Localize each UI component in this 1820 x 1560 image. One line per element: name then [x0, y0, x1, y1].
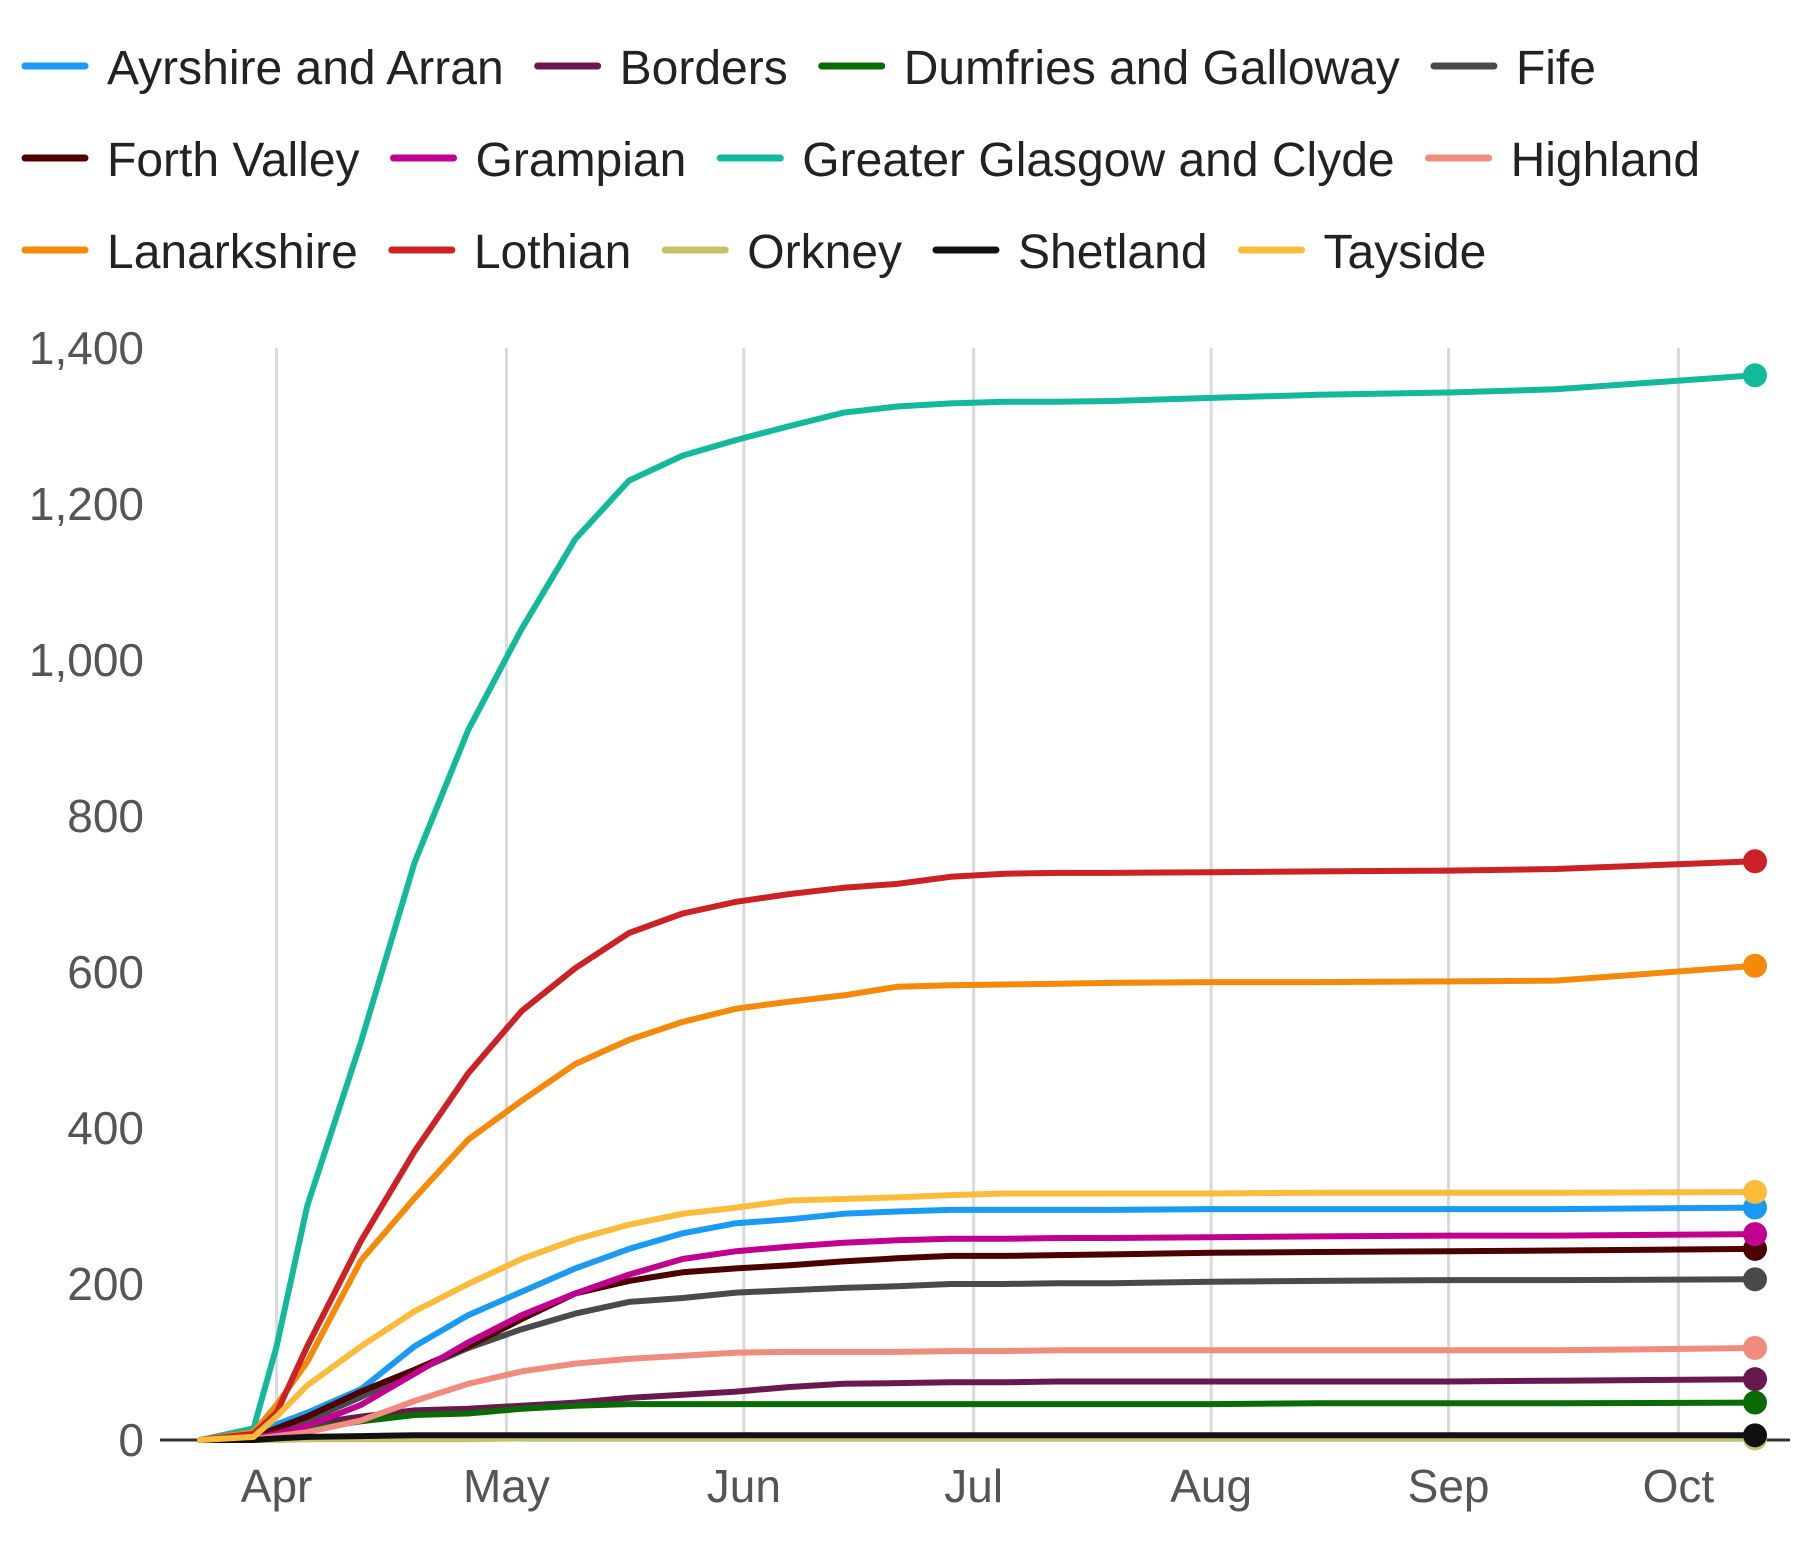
- legend-item-borders: Borders: [534, 42, 788, 95]
- legend-label-fife: Fife: [1516, 42, 1596, 95]
- series-line-forth-valley: [197, 1245, 1758, 1443]
- legend-label-borders: Borders: [620, 42, 788, 95]
- series-line-lanarkshire: [197, 962, 1758, 1443]
- series-line-greater-glasgow-and-clyde: [197, 372, 1758, 1443]
- legend-label-shetland: Shetland: [1018, 226, 1208, 279]
- end-point-borders: [1743, 1367, 1767, 1392]
- series-line-borders: [197, 1376, 1758, 1443]
- legend-item-lothian: Lothian: [388, 226, 631, 279]
- end-point-dumfries-and-galloway: [1743, 1390, 1767, 1415]
- x-tick-label-oct: Oct: [1643, 1460, 1715, 1512]
- axes: Apr May Jun Jul Aug Sep Oct 0 200 400 600 800 1,000 1…: [29, 322, 1790, 1512]
- y-tick-label-1-400: 1,400: [29, 322, 144, 374]
- end-point-fife: [1743, 1267, 1767, 1292]
- series-line-shetland: [197, 1432, 1758, 1443]
- legend-label-forth-valley: Forth Valley: [107, 134, 360, 187]
- end-point-greater-glasgow-and-clyde: [1743, 363, 1767, 388]
- legend-item-orkney: Orkney: [661, 226, 902, 279]
- legend-item-greater-glasgow-and-clyde: Greater Glasgow and Clyde: [716, 134, 1395, 187]
- legend-label-orkney: Orkney: [747, 226, 902, 279]
- series-line-highland: [197, 1345, 1758, 1443]
- series-line-tayside: [197, 1189, 1758, 1443]
- legend-label-greater-glasgow-and-clyde: Greater Glasgow and Clyde: [802, 134, 1394, 187]
- y-tick-label-1-000: 1,000: [29, 634, 144, 686]
- x-tick-label-sep: Sep: [1408, 1460, 1490, 1512]
- y-tick-label-200: 200: [67, 1258, 144, 1310]
- grid: [275, 348, 1680, 1440]
- end-point-tayside: [1743, 1179, 1767, 1204]
- legend-item-shetland: Shetland: [932, 226, 1208, 279]
- legend-item-tayside: Tayside: [1238, 226, 1487, 279]
- y-tick-label-0: 0: [118, 1414, 144, 1466]
- end-point-shetland: [1743, 1423, 1767, 1448]
- series-line-lothian: [197, 858, 1758, 1443]
- legend-item-grampian: Grampian: [390, 134, 687, 187]
- end-point-highland: [1743, 1335, 1767, 1360]
- end-point-grampian: [1743, 1222, 1767, 1247]
- legend: Ayrshire and Arran Borders Dumfries and Ga…: [21, 42, 1700, 279]
- series-line-grampian: [197, 1231, 1758, 1443]
- y-tick-label-400: 400: [67, 1102, 144, 1154]
- series-group: [197, 363, 1767, 1451]
- legend-label-highland: Highland: [1511, 134, 1700, 187]
- x-tick-label-may: May: [463, 1460, 550, 1512]
- legend-label-tayside: Tayside: [1324, 226, 1487, 279]
- legend-label-lothian: Lothian: [474, 226, 631, 279]
- series-line-fife: [197, 1276, 1758, 1443]
- x-tick-label-jun: Jun: [707, 1460, 781, 1512]
- y-tick-label-600: 600: [67, 946, 144, 998]
- legend-item-highland: Highland: [1425, 134, 1700, 187]
- legend-item-ayrshire-and-arran: Ayrshire and Arran: [21, 42, 504, 95]
- end-point-lanarkshire: [1743, 953, 1767, 978]
- legend-item-dumfries-and-galloway: Dumfries and Galloway: [818, 42, 1400, 95]
- x-tick-label-jul: Jul: [944, 1460, 1003, 1512]
- series-line-orkney: [197, 1435, 1758, 1443]
- end-point-lothian: [1743, 849, 1767, 874]
- legend-item-fife: Fife: [1430, 42, 1596, 95]
- legend-label-lanarkshire: Lanarkshire: [107, 226, 358, 279]
- y-tick-label-800: 800: [67, 790, 144, 842]
- legend-item-lanarkshire: Lanarkshire: [21, 226, 358, 279]
- y-tick-label-1-200: 1,200: [29, 478, 144, 530]
- x-tick-label-apr: Apr: [241, 1460, 313, 1512]
- legend-item-forth-valley: Forth Valley: [21, 134, 360, 187]
- legend-label-ayrshire-and-arran: Ayrshire and Arran: [107, 42, 504, 95]
- legend-label-dumfries-and-galloway: Dumfries and Galloway: [904, 42, 1400, 95]
- legend-label-grampian: Grampian: [476, 134, 687, 187]
- x-tick-label-aug: Aug: [1170, 1460, 1252, 1512]
